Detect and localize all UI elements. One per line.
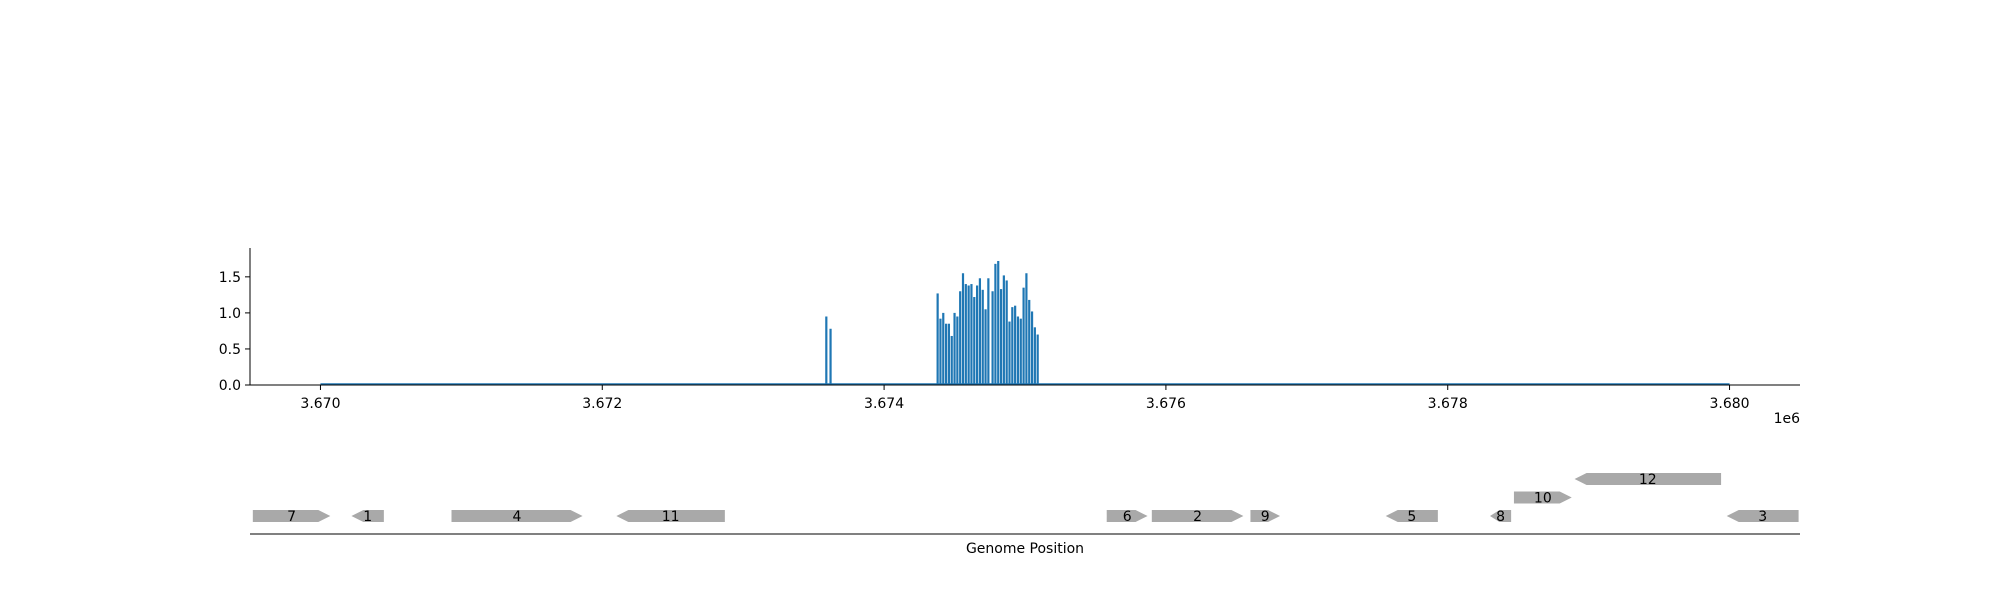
- y-tick-label: 0.5: [219, 342, 241, 358]
- gene-arrow: [1574, 473, 1722, 485]
- gene-8: 8: [1490, 509, 1512, 525]
- gene-11: 11: [616, 509, 725, 525]
- coverage-bar: [936, 293, 939, 385]
- gene-label: 7: [287, 509, 296, 525]
- x-tick-label: 3.678: [1428, 396, 1468, 412]
- gene-arrow: [1385, 510, 1438, 522]
- coverage-bar: [939, 318, 942, 385]
- x-tick-label: 3.676: [1146, 396, 1186, 412]
- x-offset-label: 1e6: [1774, 411, 1801, 427]
- gene-label: 9: [1261, 509, 1270, 525]
- y-tick-label: 1.5: [219, 270, 241, 286]
- x-tick-label: 3.670: [300, 396, 340, 412]
- coverage-bar: [961, 273, 965, 385]
- gene-4: 4: [451, 509, 583, 525]
- y-tick-label: 1.0: [219, 306, 241, 322]
- gene-arrow: [252, 510, 331, 522]
- gene-3: 3: [1726, 509, 1799, 525]
- gene-5: 5: [1385, 509, 1438, 525]
- coverage-bar: [956, 316, 959, 385]
- coverage-bar: [1022, 287, 1025, 385]
- coverage-bar: [987, 278, 990, 385]
- gene-track: 7 1 4 11 6 2 9 5 8 10 12 3 Genome Position: [250, 472, 1800, 557]
- gene-label: 12: [1639, 472, 1657, 488]
- gene-arrow: [1513, 491, 1572, 504]
- coverage-bar: [999, 289, 1003, 385]
- x-axis-label: Genome Position: [966, 541, 1084, 557]
- x-tick-label: 3.672: [582, 396, 622, 412]
- coverage-bar: [950, 335, 953, 385]
- gene-6: 6: [1106, 509, 1148, 525]
- coverage-bar: [1028, 299, 1031, 385]
- coverage-bar: [994, 263, 997, 385]
- coverage-bar: [970, 284, 973, 385]
- x-tick-label: 3.674: [864, 396, 904, 412]
- coverage-bar: [1016, 316, 1020, 385]
- gene-label: 2: [1193, 509, 1202, 525]
- coverage-bar: [1025, 273, 1028, 385]
- coverage-bar: [1005, 280, 1008, 385]
- coverage-bar: [953, 312, 956, 385]
- gene-arrow: [1726, 510, 1799, 522]
- gene-label: 6: [1123, 509, 1132, 525]
- gene-label: 10: [1534, 491, 1552, 507]
- gene-label: 11: [662, 509, 680, 525]
- coverage-bar: [959, 291, 962, 385]
- gene-arrow: [1151, 510, 1244, 522]
- coverage-bar: [1030, 311, 1034, 385]
- gene-9: 9: [1250, 509, 1281, 525]
- coverage-bar: [825, 316, 828, 385]
- gene-label: 8: [1496, 509, 1505, 525]
- gene-12: 12: [1574, 472, 1722, 488]
- coverage-bar: [829, 328, 832, 385]
- gene-arrow: [451, 510, 583, 522]
- gene-1: 1: [351, 509, 384, 525]
- coverage-plot: 0.0 0.5 1.0 1.5 3.670 3.672 3.674 3.676 3.678 3.6…: [219, 248, 1800, 427]
- coverage-bar: [975, 285, 979, 385]
- gene-label: 5: [1407, 509, 1416, 525]
- coverage-bar: [944, 323, 948, 385]
- coverage-bar: [981, 289, 984, 385]
- gene-7: 7: [252, 509, 331, 525]
- gene-2: 2: [1151, 509, 1244, 525]
- coverage-bar: [978, 278, 982, 385]
- gene-10: 10: [1513, 491, 1572, 507]
- coverage-bar: [1002, 275, 1005, 385]
- gene-arrow: [616, 510, 725, 522]
- gene-arrow: [1250, 510, 1281, 522]
- coverage-bar: [1019, 318, 1022, 385]
- coverage-bar: [964, 284, 967, 385]
- coverage-bar: [1033, 327, 1036, 385]
- gene-label: 4: [513, 509, 522, 525]
- gene-label: 3: [1758, 509, 1767, 525]
- gene-label: 1: [363, 509, 372, 525]
- coverage-bar: [984, 309, 987, 385]
- x-tick-label: 3.680: [1709, 396, 1749, 412]
- coverage-bar: [1008, 321, 1011, 385]
- coverage-bar: [1036, 334, 1039, 385]
- gene-arrow: [1490, 510, 1512, 522]
- coverage-bar: [942, 312, 945, 385]
- coverage-bar: [997, 260, 1000, 385]
- y-tick-label: 0.0: [219, 378, 241, 394]
- coverage-bar: [1014, 305, 1017, 385]
- coverage-bar: [967, 285, 970, 385]
- gene-arrow: [351, 510, 384, 522]
- coverage-bar: [991, 291, 994, 385]
- coverage-bar: [1011, 307, 1014, 385]
- coverage-bar: [973, 297, 976, 385]
- coverage-bar: [947, 323, 951, 385]
- gene-arrow: [1106, 510, 1148, 522]
